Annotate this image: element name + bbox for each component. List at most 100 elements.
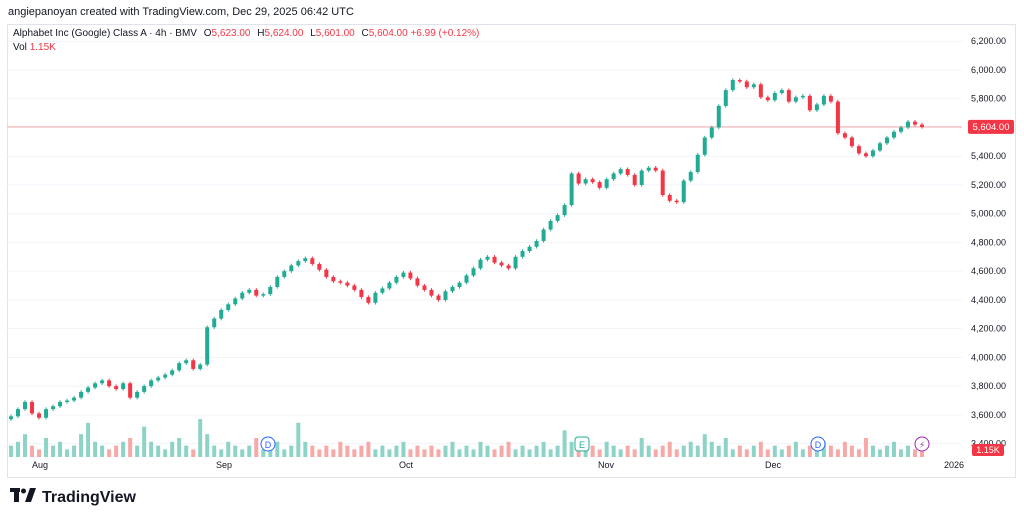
candle-body (821, 95, 826, 105)
volume-bar (177, 438, 182, 457)
earnings-marker[interactable]: E (574, 436, 590, 452)
volume-bar (37, 449, 42, 457)
y-tick-label: 5,000.00 (971, 209, 1006, 219)
volume-bar (870, 445, 875, 457)
candle-body (226, 304, 231, 310)
x-tick-label: Nov (598, 460, 615, 470)
volume-bar (681, 445, 686, 457)
candle-body (387, 282, 392, 289)
earnings-marker-bg (574, 436, 590, 452)
candle-body (464, 275, 469, 283)
candle-body (44, 409, 49, 418)
volume-bar (618, 449, 623, 457)
candle-body (905, 121, 910, 128)
candle-body (772, 92, 777, 101)
candle-body (709, 127, 714, 138)
volume-bar (163, 449, 168, 457)
candle-body (23, 401, 28, 410)
split-marker[interactable]: ⚡ (914, 436, 930, 452)
split-marker-bg (914, 436, 930, 452)
volume-bar (30, 445, 35, 457)
symbol-name[interactable]: Alphabet Inc (Google) Class A · 4h · BMV (13, 28, 197, 39)
volume-bar (366, 441, 371, 457)
volume-bar (331, 449, 336, 457)
candle-body (352, 285, 357, 290)
dividend-marker[interactable]: D (260, 436, 276, 452)
candle-body (639, 170, 644, 185)
candle-body (548, 220, 553, 230)
candle-body (436, 295, 441, 300)
x-tick-label: 2026 (944, 460, 964, 470)
volume-bar (751, 445, 756, 457)
candle-body (338, 281, 343, 283)
volume-bar (562, 430, 567, 457)
tradingview-brand[interactable]: TradingView (10, 488, 136, 507)
candle-body (842, 133, 847, 138)
y-tick-label: 3,800.00 (971, 381, 1006, 391)
candle-body (555, 215, 560, 221)
dividend-marker-label: D (265, 440, 272, 450)
candle-body (583, 179, 588, 184)
candle-body (303, 258, 308, 262)
volume-bar (688, 441, 693, 457)
candle-body (177, 363, 182, 371)
dividend-marker[interactable]: D (810, 436, 826, 452)
y-tick-label: 4,000.00 (971, 352, 1006, 362)
candle-body (513, 256, 518, 269)
candle-body (898, 127, 903, 132)
candle-body (667, 195, 672, 201)
candle-body (422, 285, 427, 290)
volume-label[interactable]: Vol (13, 42, 27, 53)
volume-bar (289, 445, 294, 457)
volume-bar (9, 445, 13, 457)
candle-body (30, 401, 35, 414)
volume-bar (72, 445, 77, 457)
candle-body (884, 137, 889, 144)
candle-body (800, 95, 805, 98)
volume-bar (513, 449, 518, 457)
volume-bar (583, 449, 588, 457)
candle-body (16, 409, 21, 417)
candle-body (121, 383, 126, 390)
candle-body (198, 364, 203, 369)
volume-bar (485, 445, 490, 457)
change-value: +6.99 (+0.12%) (410, 28, 480, 39)
volume-bar (667, 441, 672, 457)
candle-body (765, 97, 770, 101)
chart-legend: Alphabet Inc (Google) Class A · 4h · BMV… (13, 27, 479, 55)
candle-body (282, 271, 287, 277)
volume-bar (457, 449, 462, 457)
y-tick-label: 5,200.00 (971, 180, 1006, 190)
high-label: H (257, 28, 265, 39)
candle-body (912, 121, 917, 125)
earnings-marker-label: E (579, 440, 585, 450)
candle-body (457, 282, 462, 287)
volume-bar (590, 445, 595, 457)
volume-badge: 1.15K (972, 444, 1004, 456)
volume-bar (317, 449, 322, 457)
volume-bar (170, 441, 175, 457)
volume-bar (464, 445, 469, 457)
event-markers: D E D ⚡ (260, 436, 930, 452)
volume-bar (149, 441, 154, 457)
volume-bar (541, 441, 546, 457)
volume-bar (191, 449, 196, 457)
candle-body (142, 386, 147, 392)
y-tick-label: 4,200.00 (971, 324, 1006, 334)
candle-body (205, 327, 210, 365)
candle-body (674, 200, 679, 203)
candle-body (394, 276, 399, 283)
close-label: C (361, 28, 369, 39)
candle-body (646, 167, 651, 171)
volume-bar (800, 449, 805, 457)
candle-body (618, 169, 623, 174)
candle-body (877, 143, 882, 151)
volume-bar (646, 445, 651, 457)
close-value: 5,604.00 (368, 28, 408, 39)
volume-bar (611, 445, 616, 457)
candle-body (86, 387, 91, 392)
high-value: 5,624.00 (264, 28, 304, 39)
candle-body (604, 179, 609, 188)
volume-bar (58, 441, 63, 457)
